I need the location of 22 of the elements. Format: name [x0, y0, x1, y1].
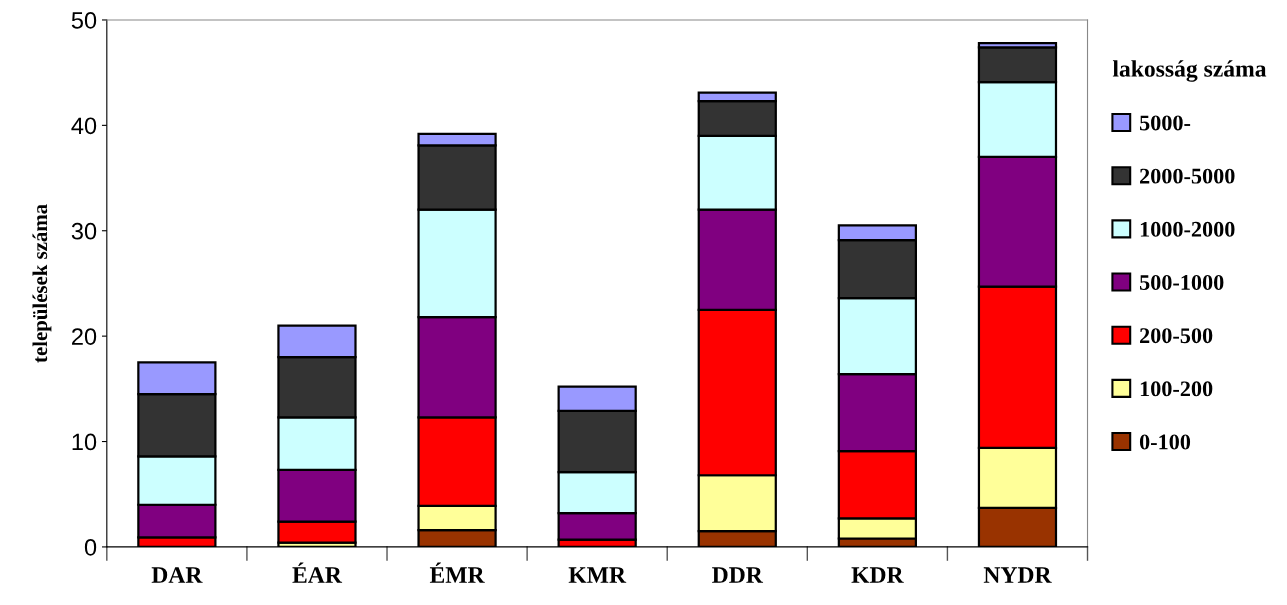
x-tick-label: KMR: [568, 567, 627, 583]
x-tick-label: KDR: [851, 567, 904, 583]
x-tick-label: NYDR: [983, 567, 1052, 583]
y-tick-label: 40: [71, 117, 97, 135]
y-tick-label: 10: [72, 433, 97, 451]
legend-label: 500-1000: [1139, 274, 1224, 290]
y-axis-title: települések száma: [32, 204, 52, 363]
legend-title: lakosság száma: [1112, 60, 1267, 82]
y-tick-label: 0: [84, 538, 97, 556]
x-tick-label: DDR: [712, 567, 764, 583]
legend-label: 5000-: [1139, 115, 1191, 131]
y-tick-label: 30: [71, 222, 97, 240]
y-tick-label: 50: [71, 12, 97, 29]
legend-label: 1000-2000: [1140, 221, 1235, 237]
legend-label: 100-200: [1140, 381, 1213, 397]
legend-label: 2000-5000: [1140, 168, 1235, 184]
x-tick-label: ÉAR: [292, 562, 343, 583]
y-tick-label: 20: [72, 328, 97, 345]
x-tick-label: ÉMR: [429, 562, 485, 583]
x-tick-label: DAR: [151, 567, 203, 583]
legend-label: 0-100: [1139, 434, 1191, 450]
legend-label: 200-500: [1140, 328, 1213, 344]
